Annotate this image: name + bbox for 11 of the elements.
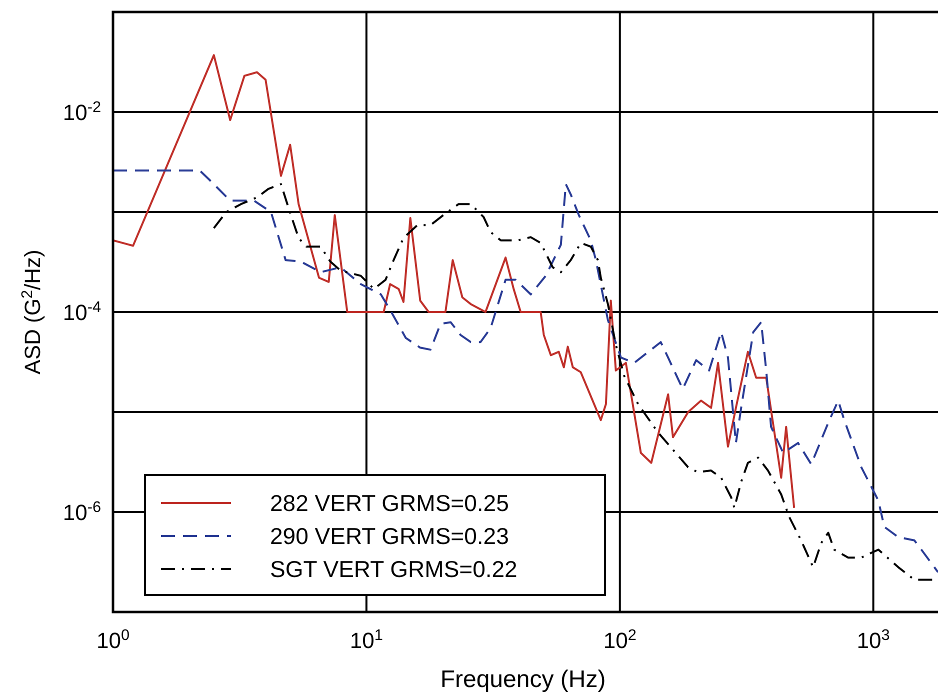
x-axis-title: Frequency (Hz) xyxy=(440,666,606,693)
x-tick-label: 10$^{1}$ xyxy=(350,626,383,653)
x-tick-label: 10$^{3}$ xyxy=(856,626,890,653)
y-tick-label: 10$^{-6}$ xyxy=(62,498,101,525)
y-tick-label: 10$^{-2}$ xyxy=(62,98,101,125)
y-tick-label: 10$^{-4}$ xyxy=(62,298,102,325)
x-tick-label: 10$^{0}$ xyxy=(96,626,130,653)
legend-label: 282 VERT GRMS=0.25 xyxy=(270,490,509,516)
x-tick-label: 10$^{2}$ xyxy=(603,626,636,653)
legend-label: SGT VERT GRMS=0.22 xyxy=(270,556,518,582)
legend-label: 290 VERT GRMS=0.23 xyxy=(270,523,509,549)
